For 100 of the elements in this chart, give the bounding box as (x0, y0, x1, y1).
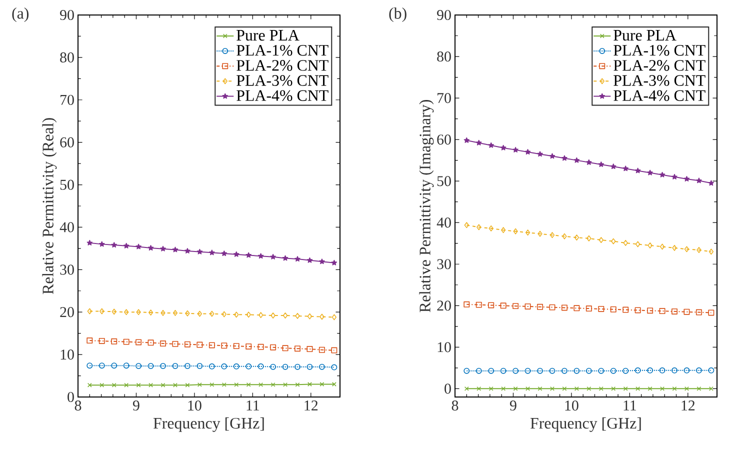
point (636, 386, 640, 391)
legend-label: PLA-1% CNT (614, 44, 706, 56)
point (659, 172, 666, 178)
point (148, 310, 154, 316)
point (148, 363, 154, 369)
point (87, 308, 92, 314)
point (332, 314, 337, 320)
legend-label: PLA-2% CNT (614, 60, 706, 71)
point (136, 244, 142, 250)
point (308, 382, 312, 386)
point (660, 244, 665, 250)
point (476, 302, 482, 308)
point (234, 382, 239, 387)
point (684, 367, 690, 374)
point (234, 251, 240, 257)
point (148, 245, 154, 251)
point (500, 302, 506, 309)
point (659, 367, 666, 374)
point (561, 304, 568, 311)
point (282, 255, 288, 261)
point (160, 340, 166, 346)
point (172, 310, 178, 316)
point (221, 250, 228, 256)
point (270, 382, 276, 387)
point (320, 382, 324, 386)
legend-label: Pure PLA (614, 30, 676, 41)
point (196, 342, 203, 348)
point (647, 367, 654, 374)
legend-label: PLA-2% CNT (236, 60, 328, 71)
y-tick-label: 80 (437, 51, 451, 62)
point (148, 382, 154, 388)
point (512, 146, 518, 152)
point (611, 386, 616, 391)
point (561, 368, 568, 374)
point (708, 310, 714, 316)
point (123, 338, 130, 345)
point (306, 257, 313, 263)
legend-label: PLA-4% CNT (236, 90, 328, 102)
point (476, 140, 482, 146)
point (574, 368, 580, 374)
point (197, 382, 202, 387)
point (246, 252, 252, 258)
point (282, 364, 288, 370)
point (294, 346, 300, 352)
point (488, 142, 494, 148)
point (696, 178, 702, 184)
point (538, 230, 542, 237)
point (295, 312, 300, 319)
point (173, 382, 178, 388)
y-tick-label: 50 (437, 176, 451, 186)
point (233, 343, 240, 350)
point (574, 305, 580, 312)
point (622, 306, 629, 313)
point (635, 241, 640, 248)
point (306, 364, 313, 370)
point (283, 382, 288, 387)
point (634, 168, 641, 174)
y-tick-label: 50 (60, 180, 74, 190)
point (246, 312, 251, 318)
point (598, 237, 604, 244)
point (696, 309, 702, 316)
point (270, 254, 276, 260)
y-tick-label: 30 (60, 264, 74, 275)
point (598, 161, 604, 167)
point (464, 368, 470, 374)
x-tick-label: 8 (452, 400, 458, 411)
legend-label: PLA-4% CNT (614, 90, 706, 102)
point (331, 260, 338, 266)
point (124, 382, 129, 388)
point (464, 301, 470, 308)
point (123, 242, 130, 248)
point (610, 368, 616, 374)
point (696, 247, 702, 253)
point (684, 246, 690, 252)
point (282, 345, 288, 352)
point (270, 364, 276, 370)
point (586, 386, 592, 391)
y-tick-label: 60 (60, 137, 74, 148)
point (524, 368, 531, 374)
y-tick-label: 80 (60, 52, 74, 62)
point (136, 363, 142, 369)
point (708, 248, 714, 255)
point (208, 342, 215, 348)
point (258, 382, 264, 387)
point (574, 234, 580, 241)
point (648, 386, 652, 391)
point (222, 382, 226, 387)
point (659, 308, 666, 314)
point (210, 382, 214, 387)
point (488, 368, 494, 374)
point (660, 386, 665, 391)
y-tick-label: 70 (60, 94, 74, 105)
point (647, 308, 654, 314)
point (112, 382, 116, 388)
point (172, 246, 178, 252)
point (100, 382, 104, 388)
point (160, 382, 166, 388)
point (306, 346, 313, 352)
point (574, 157, 580, 163)
point (513, 228, 518, 234)
